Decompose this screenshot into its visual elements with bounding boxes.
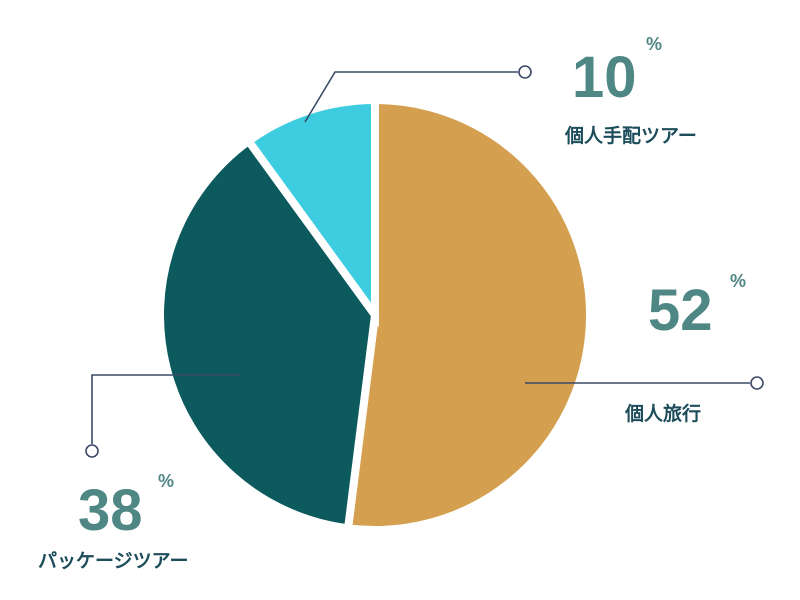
leader-line: [91, 374, 240, 444]
unit-label: %: [730, 271, 746, 291]
category-label: パッケージツアー: [38, 550, 188, 572]
value-label: 38: [78, 478, 143, 543]
value-label: 10: [572, 45, 637, 110]
category-label: 個人旅行: [624, 402, 701, 425]
leader-line: [304, 71, 518, 123]
leader-dot: [750, 376, 764, 390]
unit-label: %: [158, 471, 174, 491]
pie-slice: [343, 95, 594, 534]
pie-slice: [156, 135, 380, 533]
unit-label: %: [646, 34, 662, 54]
pie-slice: [243, 95, 379, 328]
value-label: 52: [648, 278, 713, 343]
leader-dot: [518, 65, 532, 79]
category-label: 個人手配ツアー: [564, 124, 697, 147]
leader-dot: [85, 444, 99, 458]
